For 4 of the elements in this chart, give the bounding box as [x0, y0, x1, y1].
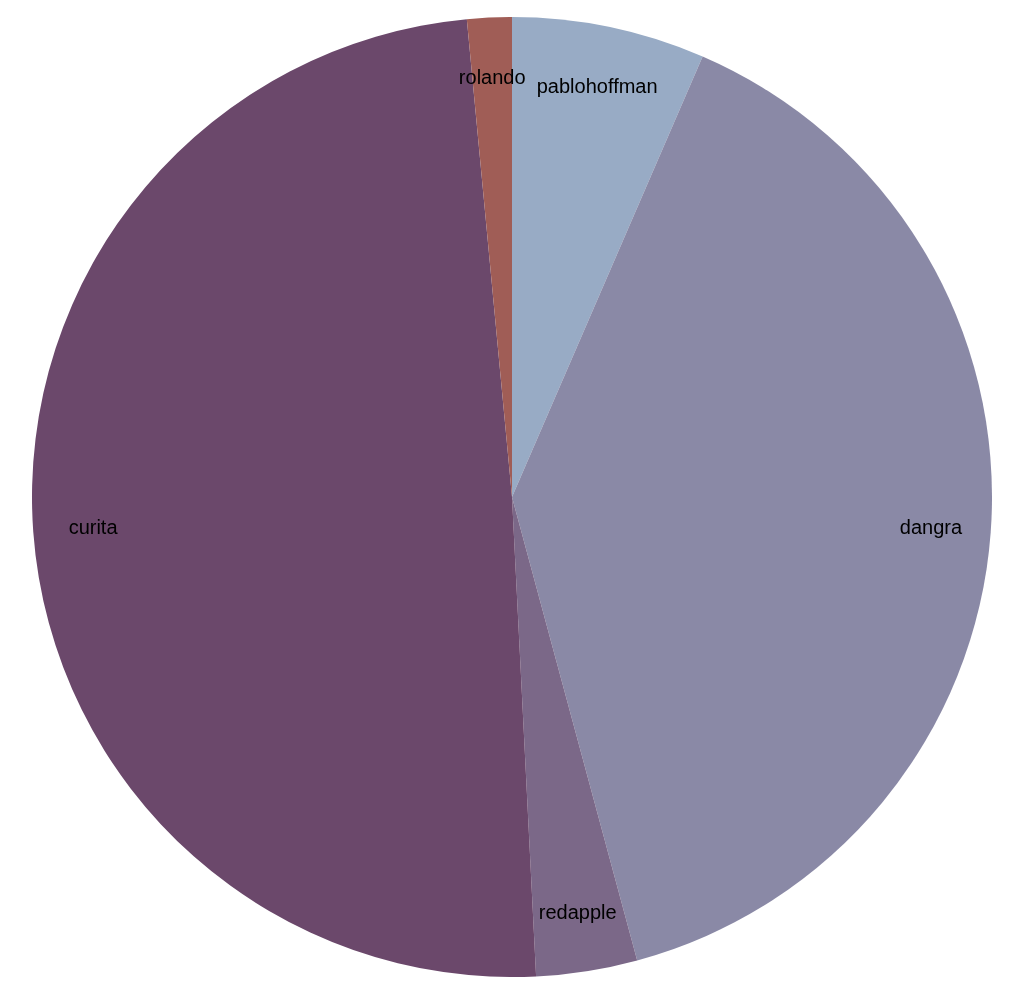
slice-label: redapple — [538, 900, 617, 923]
slice-label: pablohoffman — [536, 74, 658, 97]
slice-label: curita — [68, 516, 119, 539]
slice-label: dangra — [899, 516, 963, 539]
